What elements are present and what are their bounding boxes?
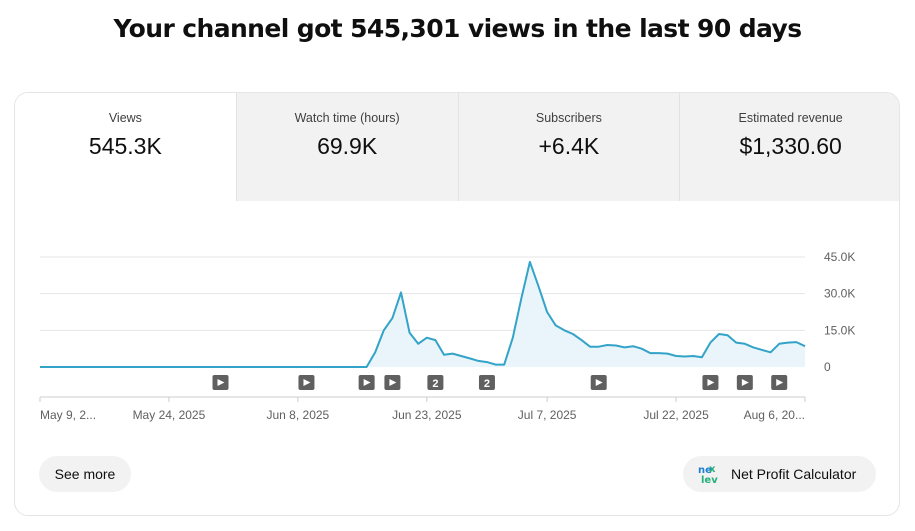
y-tick-label: 45.0K <box>824 250 855 264</box>
video-marker[interactable] <box>736 375 753 390</box>
x-tick-label: May 9, 2... <box>40 408 96 422</box>
tab-views[interactable]: Views 545.3K <box>15 93 236 201</box>
play-icon <box>741 379 749 386</box>
tab-subscribers[interactable]: Subscribers +6.4K <box>457 93 680 201</box>
video-marker[interactable] <box>702 375 719 390</box>
video-marker[interactable] <box>358 375 375 390</box>
net-profit-calculator-label: Net Profit Calculator <box>731 466 857 482</box>
tab-revenue-label: Estimated revenue <box>738 111 843 125</box>
y-tick-label: 30.0K <box>824 287 855 301</box>
play-icon <box>595 379 603 386</box>
x-tick-label: Aug 6, 20... <box>744 408 805 422</box>
nexlev-logo-icon: ne x lev <box>698 464 718 485</box>
tab-views-label: Views <box>108 111 142 125</box>
tab-watch-time-label: Watch time (hours) <box>294 111 400 125</box>
see-more-button[interactable]: See more <box>39 456 131 492</box>
x-tick-label: Jun 23, 2025 <box>392 408 462 422</box>
marker-box <box>427 375 444 390</box>
analytics-card: Views 545.3K Watch time (hours) 69.9K Su… <box>14 92 900 516</box>
marker-count: 2 <box>484 378 490 390</box>
chart-gridlines <box>40 256 805 331</box>
tab-revenue-value: $1,330.60 <box>739 133 842 159</box>
video-count-marker[interactable]: 2 <box>478 375 495 390</box>
y-tick-label: 0 <box>824 360 831 374</box>
x-tick-label: Jul 22, 2025 <box>643 408 709 422</box>
net-profit-calculator-button[interactable]: ne x lev Net Profit Calculator <box>683 456 876 492</box>
views-line <box>40 260 806 368</box>
tab-revenue[interactable]: Estimated revenue $1,330.60 <box>679 93 899 201</box>
play-icon <box>389 379 397 386</box>
marker-box <box>478 375 495 390</box>
video-count-marker[interactable]: 2 <box>427 375 444 390</box>
tab-subscribers-label: Subscribers <box>535 111 602 125</box>
tab-watch-time[interactable]: Watch time (hours) 69.9K <box>235 93 458 201</box>
y-axis: 45.0K 30.0K 15.0K 0 <box>824 250 855 374</box>
tab-watch-time-value: 69.9K <box>317 133 378 159</box>
video-marker[interactable] <box>590 375 607 390</box>
play-icon <box>776 379 784 386</box>
x-tick-label: May 24, 2025 <box>133 408 206 422</box>
play-icon <box>303 379 311 386</box>
play-icon <box>363 379 371 386</box>
y-tick-label: 15.0K <box>824 323 855 337</box>
views-area <box>40 261 805 367</box>
tab-views-value: 545.3K <box>88 133 162 159</box>
page-title: Your channel got 545,301 views in the la… <box>113 14 802 43</box>
video-marker[interactable] <box>771 375 788 390</box>
play-icon <box>707 379 715 386</box>
tab-subscribers-value: +6.4K <box>538 133 600 159</box>
x-tick-label: Jun 8, 2025 <box>267 408 330 422</box>
x-axis: May 9, 2... May 24, 2025 Jun 8, 2025 Jun 23… <box>39 397 806 422</box>
metric-tabs: Views 545.3K Watch time (hours) 69.9K Su… <box>15 93 899 201</box>
svg-text:lev: lev <box>701 475 718 485</box>
marker-count: 2 <box>432 378 438 390</box>
video-marker[interactable] <box>384 375 401 390</box>
play-icon <box>217 379 225 386</box>
video-marker[interactable] <box>212 375 229 390</box>
video-marker[interactable] <box>298 375 315 390</box>
svg-text:x: x <box>709 464 716 475</box>
x-tick-label: Jul 7, 2025 <box>518 408 577 422</box>
svg-text:ne: ne <box>698 465 712 476</box>
